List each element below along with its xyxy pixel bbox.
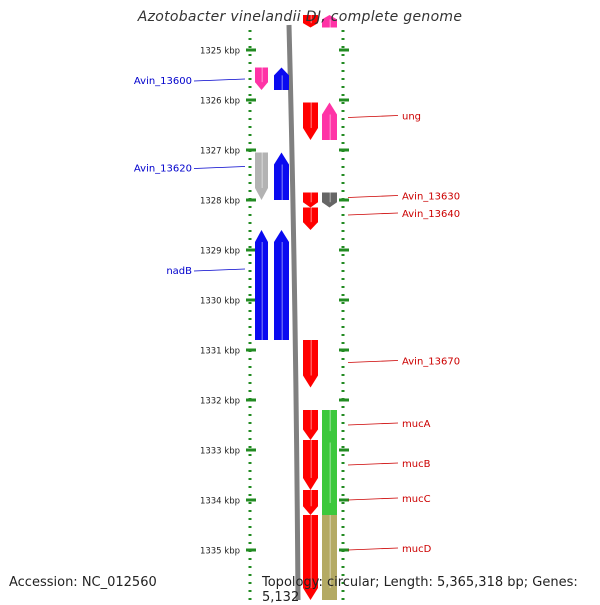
gene-leader-line — [347, 115, 399, 118]
tick-label: 1331 kbp — [200, 347, 240, 357]
gene-feature-shading — [329, 515, 331, 588]
genome-title: Azotobacter vinelandii DJ, complete geno… — [137, 9, 463, 25]
gene-label-Avin_13640: Avin_13640 — [402, 209, 460, 220]
gene-label-mucC: mucC — [402, 494, 431, 505]
gene-feature-blue-13610 — [274, 67, 289, 90]
tick-label: 1330 kbp — [200, 297, 240, 307]
gene-feature-shading — [261, 67, 263, 83]
gene-feature-blue-13620b — [274, 152, 289, 200]
gene-feature-shading — [281, 164, 283, 200]
gene-leader-line — [193, 268, 246, 272]
gene-feature-mucA — [303, 410, 318, 440]
gene-feature-mucD — [303, 515, 318, 600]
gene-feature-shading — [310, 15, 312, 24]
gene-feature-shading — [310, 207, 312, 223]
gene-label-Avin_13620: Avin_13620 — [134, 164, 192, 175]
gene-feature-ung-red — [303, 102, 318, 140]
gene-leader-line — [347, 547, 399, 551]
gene-feature-green-1 — [322, 410, 337, 443]
gene-label-Avin_13670: Avin_13670 — [402, 357, 460, 368]
gene-feature-shading — [310, 490, 312, 507]
tick-label: 1326 kbp — [200, 97, 240, 107]
gene-label-mucA: mucA — [402, 419, 431, 430]
gene-feature-shading — [281, 242, 283, 340]
gene-leader-line — [347, 212, 399, 216]
gene-feature-shading — [310, 515, 312, 588]
tick-label: 1327 kbp — [200, 147, 240, 157]
gene-feature-green-2 — [322, 442, 337, 515]
gene-feature-shading — [329, 19, 331, 28]
tick-label: 1328 kbp — [200, 197, 240, 207]
tick-label: 1325 kbp — [200, 47, 240, 57]
gene-feature-shading — [261, 242, 263, 340]
gene-feature-shading — [310, 192, 312, 203]
tick-label: 1333 kbp — [200, 447, 240, 457]
gene-leader-line — [347, 462, 399, 466]
gene-leader-line — [193, 78, 246, 82]
backbone-line — [286, 24, 301, 600]
tick-label: 1332 kbp — [200, 397, 240, 407]
gene-feature-shading — [329, 442, 331, 503]
gene-leader-line — [347, 497, 399, 501]
tick-label: 1335 kbp — [200, 547, 240, 557]
gene-feature-shading — [329, 192, 331, 203]
gene-feature-shading — [310, 340, 312, 376]
gene-leader-line — [193, 166, 246, 169]
gene-feature-ung — [322, 102, 337, 140]
topology-label: Topology: circular; Length: 5,365,318 bp… — [262, 575, 578, 605]
gene-feature-Avin_13600 — [255, 67, 268, 90]
gene-leader-line — [347, 195, 399, 198]
tick-label: 1329 kbp — [200, 247, 240, 257]
gene-leader-line — [347, 360, 399, 363]
gene-feature-shading — [310, 440, 312, 478]
gene-feature-shading — [329, 114, 331, 140]
gene-feature-Avin_13630 — [303, 192, 318, 208]
gene-label-nadB: nadB — [166, 266, 192, 277]
gene-label-Avin_13600: Avin_13600 — [134, 76, 192, 87]
gene-label-mucD: mucD — [402, 544, 432, 555]
gene-feature-shading — [281, 75, 283, 90]
gene-feature-Avin_13640 — [303, 207, 318, 230]
gene-label-mucB: mucB — [402, 459, 431, 470]
gene-label-Avin_13630: Avin_13630 — [402, 192, 460, 203]
gene-feature-mucB — [303, 440, 318, 490]
gene-feature-shading — [329, 410, 331, 432]
gene-feature-Avin_13670 — [303, 340, 318, 388]
gene-feature-nadB-2 — [274, 230, 289, 340]
accession-label: Accession: NC_012560 — [9, 575, 157, 590]
gene-feature-top-red — [303, 15, 318, 28]
gene-feature-shading — [261, 152, 263, 188]
gene-feature-shading — [310, 102, 312, 128]
tick-label: 1334 kbp — [200, 497, 240, 507]
gene-feature-shading — [310, 410, 312, 430]
gene-leader-line — [347, 422, 399, 426]
gene-label-ung: ung — [402, 112, 421, 123]
gene-feature-Avin_13630b — [322, 192, 337, 208]
gene-feature-olive-1 — [322, 515, 337, 600]
gene-feature-nadB — [255, 230, 268, 340]
gene-feature-mucC — [303, 490, 318, 515]
gene-feature-Avin_13620 — [255, 152, 268, 200]
gene-feature-top-magenta — [322, 15, 337, 28]
